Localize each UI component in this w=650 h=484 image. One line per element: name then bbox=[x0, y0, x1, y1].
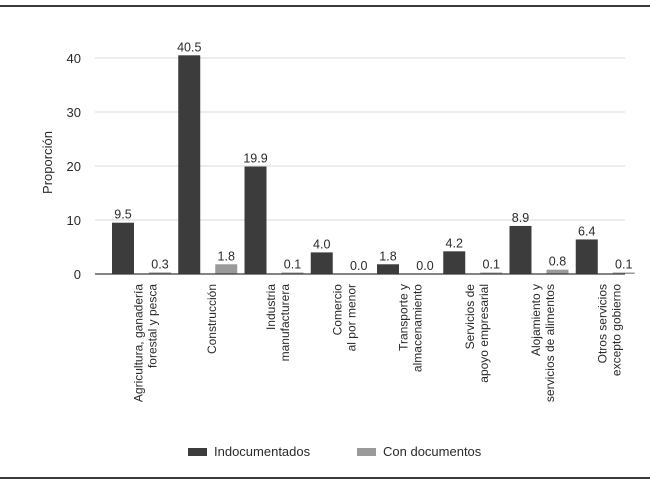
x-category-label: Alojamiento y servicios de alimentos bbox=[529, 284, 557, 402]
bar-indocumentados bbox=[310, 252, 333, 274]
data-label: 0.8 bbox=[549, 255, 566, 269]
data-label: 0.1 bbox=[483, 258, 500, 272]
x-category-label-line: Industria bbox=[264, 284, 278, 330]
x-category-label: Comercio al por menor bbox=[330, 284, 358, 352]
x-category-label: Otros servicios excepto gobierno bbox=[595, 284, 623, 376]
data-label: 0.1 bbox=[615, 258, 632, 272]
data-label: 4.0 bbox=[313, 237, 330, 251]
data-label: 0.3 bbox=[151, 257, 168, 271]
bar-indocumentados bbox=[509, 225, 532, 274]
x-category-label-line: forestal y pesca bbox=[146, 284, 160, 368]
data-label: 19.9 bbox=[243, 152, 267, 166]
data-label: 4.2 bbox=[446, 236, 463, 250]
bar-indocumentados bbox=[377, 264, 399, 274]
x-category-label-line: Comercio bbox=[330, 284, 344, 336]
data-label: 6.4 bbox=[578, 224, 595, 238]
x-category-label: Construcción bbox=[205, 284, 219, 354]
x-category-label-line: Servicios de bbox=[463, 284, 477, 350]
x-category-label: Industria manufacturera bbox=[264, 284, 292, 362]
data-label: 0.0 bbox=[416, 259, 433, 273]
y-axis-label: Proporción bbox=[40, 131, 55, 194]
data-label: 9.5 bbox=[114, 208, 131, 222]
legend: Indocumentados Con documentos bbox=[188, 444, 482, 459]
category-labels: Agricultura, ganadería forestal y pesca Co… bbox=[132, 284, 624, 402]
y-tick-label: 10 bbox=[67, 213, 81, 228]
bar-con-documentos bbox=[480, 272, 503, 274]
x-category-label-line: manufacturera bbox=[278, 284, 292, 362]
x-category-label-line: excepto gobierno bbox=[609, 284, 623, 376]
x-category-label-line: Construcción bbox=[205, 284, 219, 354]
x-category-label-line: almacenamiento bbox=[411, 284, 425, 372]
bar-indocumentados bbox=[443, 251, 466, 274]
data-label: 8.9 bbox=[512, 211, 529, 225]
data-label: 0.1 bbox=[284, 258, 301, 272]
x-category-label-line: al por menor bbox=[344, 284, 358, 351]
y-tick-label: 20 bbox=[67, 159, 81, 174]
bar-indocumentados bbox=[178, 55, 201, 274]
bar-con-documentos bbox=[149, 272, 171, 274]
x-category-label-line: Transporte y bbox=[397, 284, 411, 351]
legend-label-con-documentos: Con documentos bbox=[383, 444, 482, 459]
bar-con-documentos bbox=[281, 272, 304, 274]
x-category-label-line: Alojamiento y bbox=[529, 284, 543, 356]
legend-label-indocumentados: Indocumentados bbox=[214, 444, 311, 459]
bar-con-documentos bbox=[612, 272, 635, 274]
y-tick-label: 40 bbox=[67, 51, 81, 66]
bar-con-documentos bbox=[215, 264, 238, 274]
bar-indocumentados bbox=[244, 166, 267, 274]
bar-con-documentos bbox=[546, 269, 569, 274]
value-labels: 9.5 0.3 40.5 1.8 19.9 0.1 4.0 0.0 1.8 0.0 4.2 0.1 8.… bbox=[114, 40, 632, 273]
x-category-label: Transporte y almacenamiento bbox=[397, 284, 425, 372]
data-label: 40.5 bbox=[177, 40, 201, 54]
bar-indocumentados bbox=[112, 222, 134, 274]
bar-indocumentados bbox=[575, 239, 598, 274]
data-label: 0.0 bbox=[350, 259, 367, 273]
x-category-label: Agricultura, ganadería forestal y pesca bbox=[132, 284, 160, 402]
gridlines bbox=[95, 57, 625, 221]
legend-swatch-indocumentados bbox=[188, 448, 207, 456]
legend-swatch-con-documentos bbox=[357, 448, 376, 456]
x-category-label-line: Agricultura, ganadería bbox=[132, 284, 146, 402]
x-category-label-line: apoyo empresarial bbox=[477, 284, 491, 383]
y-axis-ticks: 0 10 20 30 40 bbox=[67, 51, 81, 282]
data-label: 1.8 bbox=[379, 249, 396, 263]
data-label: 1.8 bbox=[218, 249, 235, 263]
x-category-label-line: servicios de alimentos bbox=[543, 284, 557, 402]
y-tick-label: 30 bbox=[67, 105, 81, 120]
bars bbox=[112, 55, 635, 274]
x-category-label-line: Otros servicios bbox=[595, 284, 609, 363]
y-tick-label: 0 bbox=[74, 267, 81, 282]
x-category-label: Servicios de apoyo empresarial bbox=[463, 284, 491, 383]
